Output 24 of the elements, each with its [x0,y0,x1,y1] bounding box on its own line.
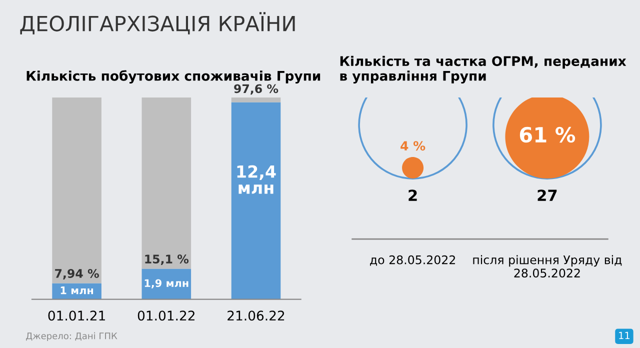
annotation: 12,4 млн [237,165,276,194]
category-label: до 28.05.2022 [370,255,455,266]
bar [52,97,102,284]
text: Джерело: Дані ГПК [26,332,118,342]
text: 11 [619,332,630,340]
text: 2 [408,190,417,201]
annotation: 1,9 млн [144,279,188,288]
bar [142,97,192,269]
data-label: 7,94 % [55,269,99,280]
data-label: 97,6 % [234,84,278,95]
data-label: 61 % [520,126,576,143]
bar [231,102,281,300]
chart-title: Кількість побутових споживачів Групи [26,70,320,84]
bar [231,97,281,102]
category-label: після рішення Уряду від 28.05.2022 [473,255,622,278]
text: Кількість та частка ОГРМ, переданих в управління Групи [340,56,626,84]
x-tick-label: 01.01.21 [48,310,105,321]
text: 27 [538,190,557,201]
x-tick-label: 01.01.22 [138,310,194,321]
annotation: 1 млн [60,286,94,294]
data-label: 4 % [400,141,426,151]
x-tick-label: 21.06.22 [228,310,284,321]
data-label: 15,1 % [145,254,189,265]
text: ДЕОЛІГАРХІЗАЦІЯ КРАЇНИ [20,12,295,34]
